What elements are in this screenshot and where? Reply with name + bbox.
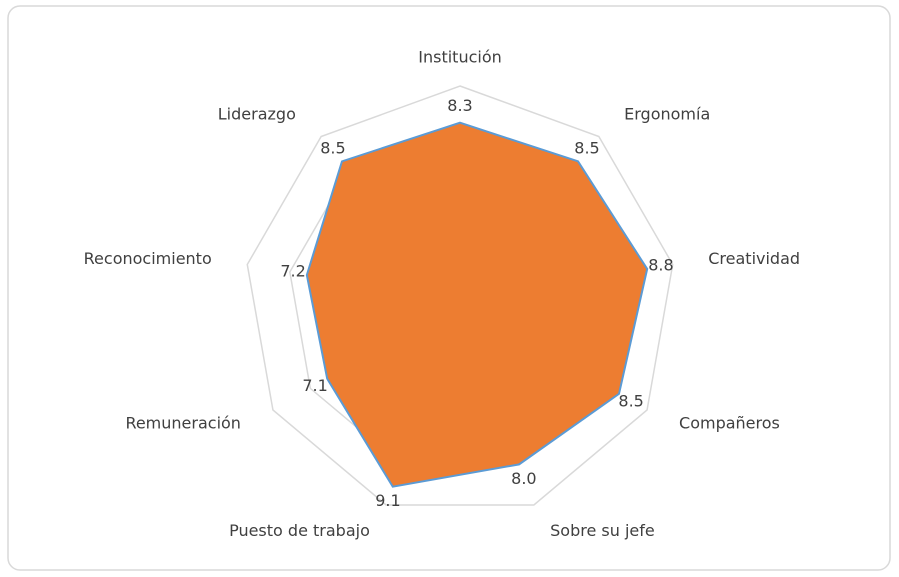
category-label: Reconocimiento [84,249,212,268]
data-label: 8.8 [648,256,673,275]
category-label: Remuneración [125,414,241,433]
data-label: 8.3 [447,96,472,115]
data-label: 8.5 [320,139,345,158]
category-label: Puesto de trabajo [229,521,370,540]
category-label: Ergonomía [624,105,710,124]
data-label: 9.1 [375,491,400,510]
radar-area [305,121,649,488]
data-label: 8.0 [511,469,536,488]
data-label: 8.5 [574,139,599,158]
data-label: 8.5 [618,391,643,410]
category-label: Sobre su jefe [550,521,655,540]
category-label: Liderazgo [218,105,296,124]
category-label: Institución [418,48,502,67]
grid-ring [246,85,674,506]
data-label: 7.1 [302,376,327,395]
category-label: Creatividad [708,249,800,268]
category-label: Compañeros [679,414,780,433]
data-label: 7.2 [280,262,305,281]
